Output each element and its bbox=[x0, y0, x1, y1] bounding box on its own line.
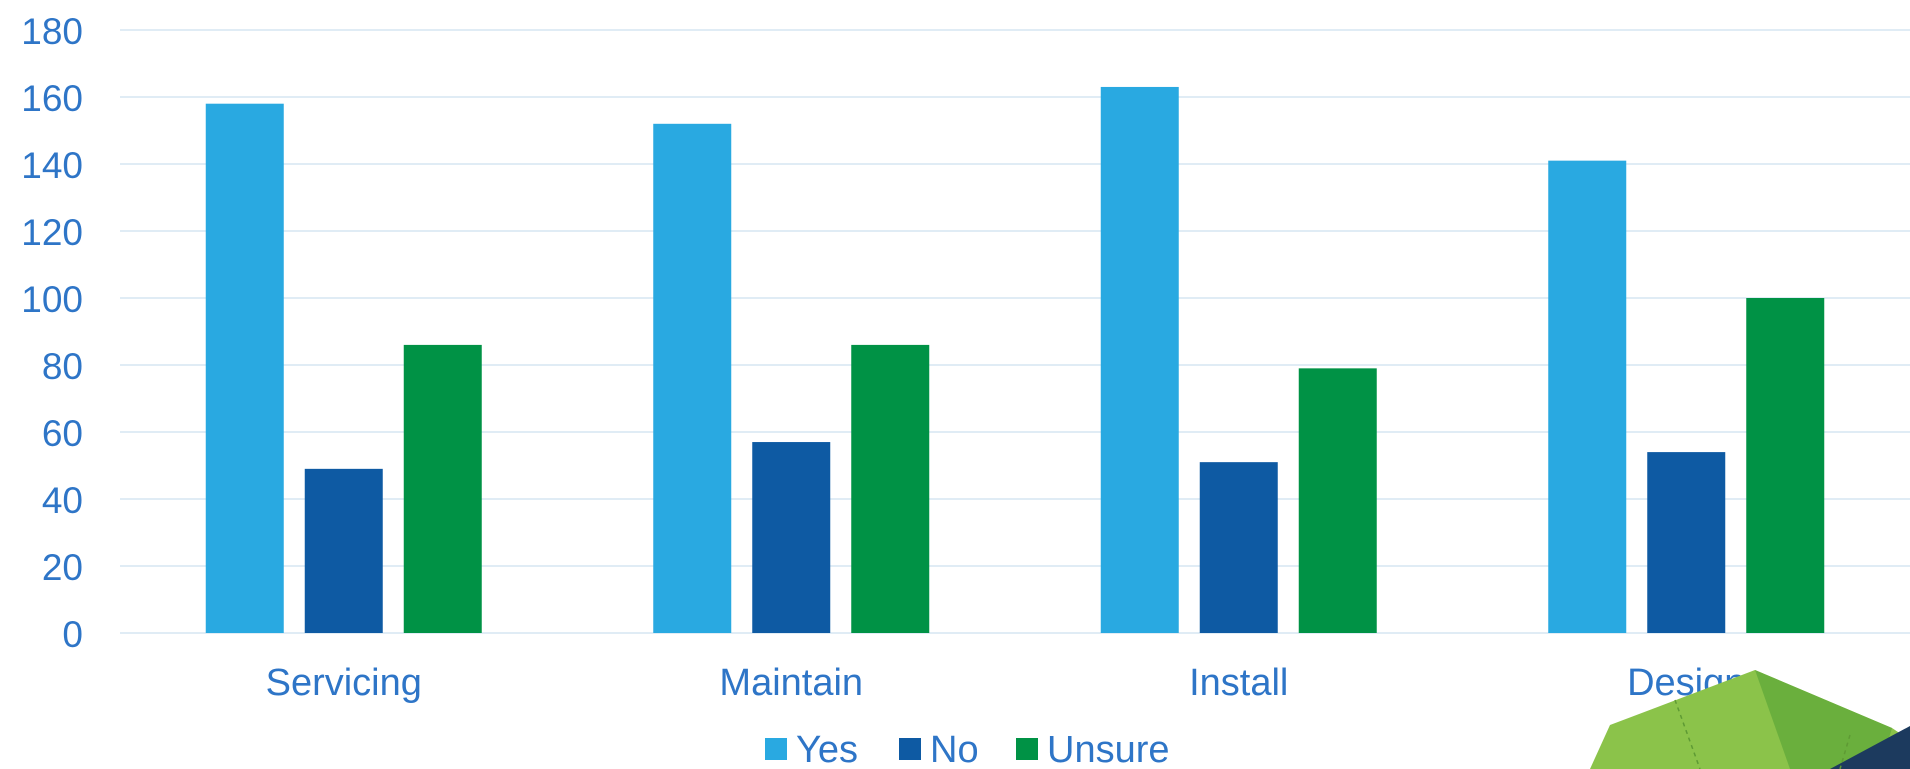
bar-no-install bbox=[1199, 462, 1278, 633]
y-tick-label: 140 bbox=[21, 145, 83, 186]
y-tick-label: 40 bbox=[42, 480, 83, 521]
legend-swatch-yes bbox=[765, 738, 787, 760]
legend-swatch-no bbox=[899, 738, 921, 760]
grid-lines bbox=[120, 29, 1910, 634]
y-tick-label: 160 bbox=[21, 78, 83, 119]
corner-logo-icon bbox=[1590, 670, 1910, 769]
x-tick-label: Maintain bbox=[719, 662, 863, 704]
bar-yes-maintain bbox=[653, 123, 732, 634]
bar-no-servicing bbox=[304, 468, 383, 633]
y-tick-label: 100 bbox=[21, 279, 83, 320]
x-axis-labels: Servicing Maintain Install Design bbox=[266, 662, 1746, 704]
y-tick-label: 120 bbox=[21, 212, 83, 253]
legend-label-yes: Yes bbox=[796, 729, 858, 769]
bars bbox=[205, 86, 1825, 634]
y-tick-label: 60 bbox=[42, 413, 83, 454]
legend: Yes No Unsure bbox=[765, 729, 1170, 769]
legend-swatch-unsure bbox=[1016, 738, 1038, 760]
bar-unsure-design bbox=[1746, 298, 1825, 633]
y-tick-label: 180 bbox=[21, 11, 83, 52]
x-tick-label: Install bbox=[1189, 662, 1288, 704]
bar-yes-install bbox=[1100, 86, 1179, 633]
y-tick-label: 20 bbox=[42, 547, 83, 588]
y-axis-ticks: 0 20 40 60 80 100 120 140 160 180 bbox=[21, 11, 83, 655]
bar-yes-servicing bbox=[205, 103, 284, 633]
bar-unsure-maintain bbox=[851, 344, 930, 633]
bar-no-design bbox=[1647, 452, 1726, 633]
y-tick-label: 0 bbox=[62, 614, 83, 655]
bar-no-maintain bbox=[752, 442, 831, 633]
bar-yes-design bbox=[1548, 160, 1627, 633]
x-tick-label: Servicing bbox=[266, 662, 422, 704]
y-tick-label: 80 bbox=[42, 346, 83, 387]
bar-unsure-servicing bbox=[403, 344, 482, 633]
bar-unsure-install bbox=[1298, 368, 1377, 633]
legend-label-unsure: Unsure bbox=[1047, 729, 1170, 769]
legend-label-no: No bbox=[930, 729, 979, 769]
